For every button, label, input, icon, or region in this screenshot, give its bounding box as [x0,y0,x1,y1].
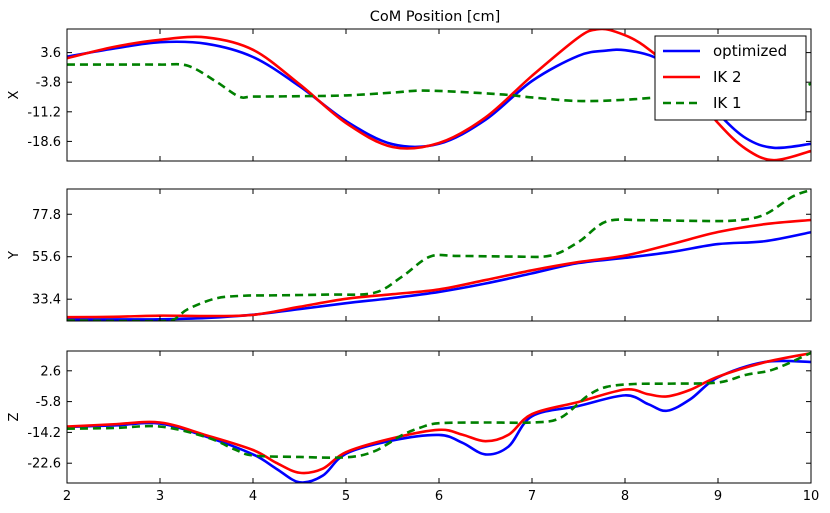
series-line-ik-1 [67,351,811,460]
series-line-ik-1 [67,62,811,103]
y-tick-label: -22.6 [27,457,61,472]
x-tick-label: 6 [435,489,443,504]
panel-z: 2.6 -5.8 -14.2 -22.6 2 3 4 5 6 7 8 9 10 Z [7,350,820,504]
series-group-y [67,189,811,321]
x-tick-label: 9 [714,489,722,504]
series-line-ik-2 [67,351,811,475]
legend-label: optimized [713,42,787,60]
series-line-optimized [67,359,811,483]
y-tick-label: -14.2 [27,426,61,441]
series-line-optimized [67,230,811,321]
y-tick-label: 3.6 [40,46,61,61]
y-axis-label: Z [7,412,22,421]
x-tick-label: 2 [63,489,71,504]
axes-frame [66,350,812,484]
axes-frame [66,188,812,322]
x-tick-label: 8 [621,489,629,504]
y-tick-label: -18.6 [27,135,61,150]
y-tick-label: -3.8 [36,76,61,91]
chart-title: CoM Position [cm] [370,9,501,25]
y-tick-label: 33.4 [32,293,61,308]
x-tick-label: 5 [342,489,350,504]
series-group-z [67,351,811,483]
y-tick-label: 2.6 [40,364,61,379]
y-axis-label: Y [7,251,22,260]
legend-label: IK 1 [713,94,742,112]
legend: optimized IK 2 IK 1 [654,35,807,121]
panel-y: 77.8 55.6 33.4 Y [7,188,812,322]
series-line-ik-1 [67,189,811,321]
y-tick-label: 55.6 [32,250,61,265]
x-tick-label: 4 [249,489,257,504]
y-tick-label: -5.8 [36,395,61,410]
x-tick-label: 7 [528,489,536,504]
y-tick-label: 77.8 [32,208,61,223]
y-tick-label: -11.2 [27,105,61,120]
series-line-ik-2 [67,218,811,319]
legend-label: IK 2 [713,68,742,86]
y-axis-label: X [7,90,22,99]
x-tick-label: 3 [156,489,164,504]
x-tick-label: 10 [803,489,820,504]
